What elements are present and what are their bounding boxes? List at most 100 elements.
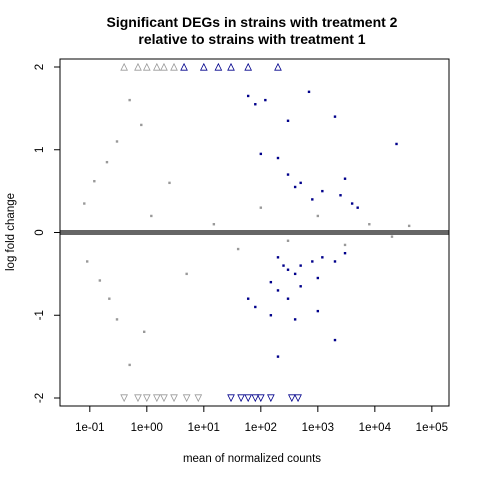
y-axis: -2 -1 0 1 2 <box>34 64 60 403</box>
gene-point <box>286 239 290 242</box>
significant-gene-point <box>321 189 324 193</box>
x-tick-label: 1e+04 <box>359 422 392 434</box>
gene-point <box>236 247 240 251</box>
gene-point <box>128 363 131 367</box>
gene-point <box>153 62 161 71</box>
x-axis-label: mean of normalized counts <box>183 453 321 465</box>
significant-gene-point <box>299 264 302 267</box>
gene-point <box>108 297 111 300</box>
gene-point <box>390 235 394 238</box>
significant-gene-point <box>227 62 235 71</box>
gene-point <box>170 394 178 403</box>
gene-point <box>115 140 119 143</box>
significant-gene-point <box>244 62 253 71</box>
significant-gene-point <box>333 260 337 263</box>
significant-gene-point <box>269 314 273 317</box>
significant-gene-point <box>214 62 223 71</box>
significant-gene-point <box>227 394 235 403</box>
gene-point <box>368 223 371 226</box>
significant-gene-point <box>343 251 347 255</box>
significant-gene-point <box>180 62 188 71</box>
gene-point <box>182 394 191 403</box>
significant-gene-point <box>276 289 280 292</box>
significant-gene-point <box>199 62 208 71</box>
significant-gene-point <box>256 394 265 403</box>
x-tick-label: 1e+01 <box>188 422 220 434</box>
chart-title-line1: Significant DEGs in strains with treatme… <box>107 14 398 30</box>
gene-point <box>128 98 131 102</box>
significant-gene-point <box>286 119 290 122</box>
significant-gene-point <box>276 355 280 358</box>
significant-gene-point <box>244 394 253 403</box>
significant-gene-point <box>316 276 320 280</box>
significant-gene-point <box>339 194 342 197</box>
gene-point <box>120 62 128 71</box>
gene-point <box>134 62 142 71</box>
gene-point <box>168 181 171 185</box>
gene-point <box>105 160 109 164</box>
gene-point <box>160 394 168 403</box>
significant-gene-point <box>246 94 250 98</box>
gene-point <box>170 62 178 71</box>
significant-gene-point <box>333 338 337 342</box>
significant-gene-point <box>286 173 290 176</box>
y-tick-label: 0 <box>34 229 46 235</box>
significant-gene-point <box>251 394 260 403</box>
x-tick-label: 1e+00 <box>131 422 163 434</box>
significant-gene-point <box>293 318 297 321</box>
gene-point <box>185 272 188 276</box>
chart-title-line2: relative to strains with treatment 1 <box>138 31 365 47</box>
significant-gene-point <box>237 394 245 403</box>
significant-gene-point <box>276 156 280 160</box>
significant-gene-point <box>356 206 359 209</box>
gene-point <box>160 62 168 71</box>
y-tick-label: -2 <box>34 393 46 403</box>
significant-gene-point <box>286 297 290 300</box>
x-tick-label: 1e+03 <box>302 422 334 434</box>
y-tick-label: 1 <box>34 147 46 153</box>
significant-gene-point <box>254 305 257 309</box>
significant-gene-point <box>307 90 311 94</box>
gene-point <box>212 223 216 226</box>
x-tick-label: 1e+05 <box>416 422 448 434</box>
y-tick-label: -1 <box>34 310 46 320</box>
significant-gene-point <box>267 394 275 403</box>
significant-gene-point <box>299 285 302 288</box>
significant-gene-point <box>294 394 302 403</box>
significant-gene-point <box>311 260 314 263</box>
gene-point <box>343 243 347 247</box>
gene-point <box>153 394 161 403</box>
significant-gene-point <box>395 142 398 146</box>
y-axis-label: log fold change <box>5 193 17 271</box>
significant-gene-point <box>282 264 285 267</box>
gene-point <box>150 214 153 218</box>
y-tick-label: 2 <box>34 64 46 70</box>
significant-gene-point <box>293 185 297 189</box>
significant-gene-point <box>316 309 320 313</box>
significant-gene-point <box>269 280 273 284</box>
gene-point <box>140 123 143 127</box>
significant-gene-point <box>259 152 263 156</box>
significant-gene-point <box>287 394 296 403</box>
gene-point <box>259 206 263 209</box>
significant-gene-point <box>311 198 314 201</box>
gene-point <box>143 330 146 333</box>
x-tick-label: 1e+02 <box>245 422 277 434</box>
significant-gene-point <box>350 202 354 205</box>
gene-point <box>142 62 151 71</box>
gene-point <box>115 318 119 321</box>
significant-gene-point <box>333 115 337 118</box>
gene-point <box>407 224 411 228</box>
gene-point <box>93 179 96 183</box>
significant-gene-point <box>254 103 257 106</box>
significant-gene-point <box>274 62 282 71</box>
gene-point <box>85 260 89 263</box>
significant-gene-point <box>321 256 324 259</box>
points-layer <box>83 62 411 403</box>
gene-point <box>98 279 102 282</box>
gene-point <box>142 394 151 403</box>
significant-gene-point <box>293 272 297 276</box>
gene-point <box>316 214 320 218</box>
gene-point <box>134 394 142 403</box>
